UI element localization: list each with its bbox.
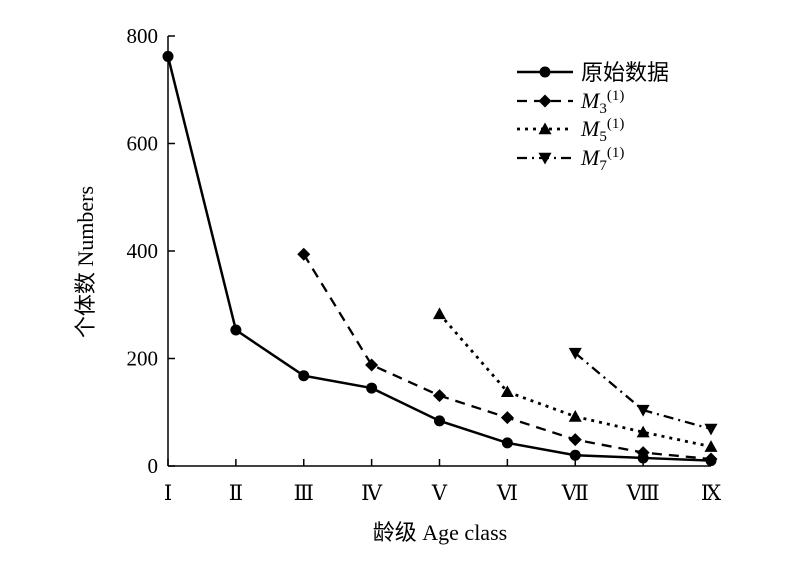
- series-3-point: [500, 385, 514, 398]
- legend-entry-3: M5(1): [517, 116, 624, 145]
- x-tick-label: Ⅴ: [431, 481, 448, 505]
- series-4-point: [704, 423, 718, 436]
- y-tick-label: 400: [127, 239, 159, 263]
- series-3-line: [438, 312, 712, 449]
- x-tick-label: Ⅱ: [229, 481, 243, 505]
- series-2-point: [365, 358, 379, 372]
- y-axis-title: 个体数 Numbers: [73, 186, 98, 338]
- series-4-point: [568, 347, 582, 360]
- series-4-point: [636, 404, 650, 417]
- x-tick-label: Ⅰ: [164, 481, 172, 505]
- y-tick-label: 600: [127, 132, 159, 156]
- legend: 原始数据 M3(1)M5(1)M7(1): [517, 60, 669, 174]
- series-group: [162, 50, 718, 467]
- legend-label: M5(1): [580, 116, 624, 145]
- y-ticks: 0 200 400 600 800: [127, 24, 175, 478]
- legend-marker: [538, 122, 552, 135]
- series-3-point: [433, 307, 446, 320]
- series-1-point: [298, 370, 310, 382]
- x-tick-label: Ⅵ: [496, 481, 518, 505]
- legend-marker: [539, 66, 551, 78]
- series-1-point: [230, 324, 242, 336]
- series-2-point: [297, 247, 311, 261]
- series-4-line: [574, 352, 712, 431]
- series-1: [162, 50, 717, 467]
- x-ticks: Ⅰ Ⅱ Ⅲ Ⅳ Ⅴ Ⅵ Ⅶ Ⅷ Ⅸ: [164, 459, 722, 505]
- series-1-point: [162, 50, 174, 62]
- series-3-point: [568, 410, 582, 422]
- x-tick-label: Ⅶ: [561, 481, 589, 505]
- series-2-line: [302, 253, 712, 461]
- legend-entry-1: 原始数据: [517, 60, 669, 85]
- legend-entry-2: M3(1): [517, 88, 624, 117]
- legend-marker: [538, 152, 552, 165]
- series-1-point: [366, 382, 378, 394]
- legend-label: 原始数据: [581, 60, 669, 85]
- x-tick-label: Ⅳ: [361, 481, 383, 505]
- x-tick-label: Ⅷ: [626, 481, 660, 505]
- series-3-point: [704, 440, 718, 452]
- y-tick-label: 200: [127, 347, 159, 371]
- series-1-point: [501, 437, 513, 449]
- legend-entry-4: M7(1): [517, 145, 624, 174]
- series-2-point: [636, 446, 650, 460]
- y-tick-label: 800: [127, 24, 159, 48]
- series-3: [433, 307, 718, 452]
- series-2-point: [433, 389, 446, 403]
- x-axis-title: 龄级 Age class: [373, 520, 507, 545]
- series-2: [297, 247, 718, 466]
- x-tick-label: Ⅸ: [701, 481, 722, 505]
- y-tick-label: 0: [148, 454, 159, 478]
- x-tick-label: Ⅲ: [294, 481, 314, 505]
- series-2-point: [704, 452, 718, 466]
- legend-label: M3(1): [580, 88, 624, 117]
- series-2-point: [500, 411, 514, 425]
- series-1-point: [434, 415, 445, 427]
- series-1-point: [569, 449, 581, 461]
- legend-label: M7(1): [580, 145, 624, 174]
- series-4: [568, 347, 718, 436]
- series-3-point: [636, 425, 650, 438]
- series-2-point: [568, 433, 582, 447]
- legend-marker: [538, 94, 552, 108]
